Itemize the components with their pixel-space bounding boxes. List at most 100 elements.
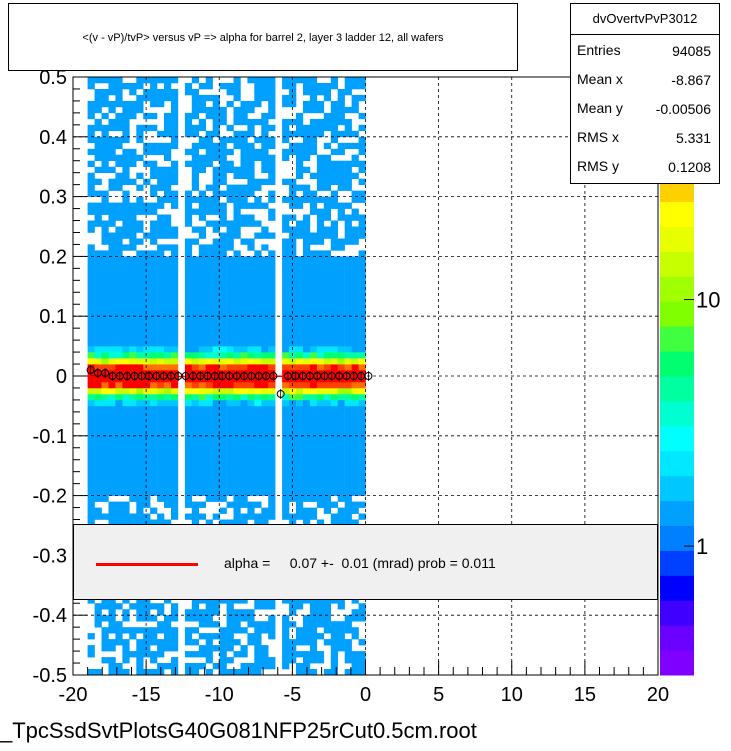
heatmap-cell	[282, 597, 290, 604]
heatmap-cell	[143, 405, 151, 413]
heatmap-cell	[198, 435, 206, 443]
heatmap-cell	[219, 435, 227, 443]
heatmap-cell	[296, 262, 304, 269]
heatmap-cell	[358, 124, 366, 132]
heatmap-cell	[184, 633, 193, 640]
heatmap-cell	[150, 172, 158, 179]
heatmap-cell	[143, 513, 151, 520]
heatmap-cell	[212, 603, 220, 610]
heatmap-cell	[247, 477, 255, 484]
heatmap-cell	[309, 388, 318, 395]
heatmap-cell	[212, 633, 220, 640]
heatmap-cell	[268, 89, 276, 96]
heatmap-cell	[323, 280, 331, 287]
heatmap-cell	[323, 124, 331, 132]
heatmap-cell	[164, 471, 172, 478]
heatmap-cell	[157, 639, 165, 646]
heatmap-cell	[344, 310, 352, 317]
heatmap-cell	[337, 208, 345, 215]
heatmap-cell	[115, 633, 123, 640]
heatmap-cell	[330, 83, 338, 90]
heatmap-cell	[212, 106, 220, 114]
heatmap-cell	[323, 328, 331, 335]
heatmap-cell	[247, 399, 255, 407]
heatmap-cell	[129, 459, 137, 466]
heatmap-cell	[261, 124, 269, 132]
heatmap-cell	[150, 657, 158, 664]
heatmap-cell	[191, 382, 199, 389]
palette-band	[660, 226, 694, 252]
heatmap-cell	[164, 639, 172, 646]
heatmap-cell	[337, 399, 345, 407]
heatmap-cell	[184, 639, 193, 646]
heatmap-cell	[261, 244, 269, 251]
heatmap-cell	[94, 346, 102, 353]
heatmap-cell	[254, 220, 262, 227]
heatmap-cell	[150, 226, 158, 233]
heatmap-cell	[136, 597, 144, 604]
heatmap-cell	[303, 142, 311, 150]
heatmap-cell	[254, 352, 262, 359]
stats-label: Mean x	[577, 71, 623, 87]
fit-curve	[87, 375, 366, 378]
heatmap-cell	[198, 298, 206, 305]
heatmap-cell	[344, 316, 352, 323]
heatmap-cell	[136, 83, 144, 90]
heatmap-cell	[330, 447, 338, 455]
heatmap-cell	[296, 465, 304, 472]
heatmap-cell	[233, 77, 241, 84]
heatmap-cell	[344, 77, 352, 84]
heatmap-cell	[337, 441, 345, 449]
heatmap-cell	[184, 130, 193, 138]
heatmap-cell	[198, 83, 206, 90]
heatmap-cell	[337, 214, 345, 221]
heatmap-cell	[101, 495, 109, 502]
heatmap-cell	[150, 459, 158, 466]
heatmap-cell	[219, 106, 227, 114]
stats-label: Entries	[577, 42, 621, 58]
heatmap-cell	[268, 507, 276, 514]
heatmap-cell	[191, 501, 199, 508]
heatmap-cell	[316, 322, 325, 329]
heatmap-cell	[240, 651, 248, 658]
heatmap-cell	[94, 190, 102, 197]
heatmap-cell	[344, 304, 352, 311]
heatmap-cell	[115, 136, 123, 144]
heatmap-cell	[122, 453, 130, 460]
heatmap-cell	[136, 609, 144, 616]
heatmap-cell	[171, 196, 179, 203]
heatmap-cell	[129, 495, 137, 502]
heatmap-cell	[219, 382, 227, 389]
heatmap-cell	[358, 160, 366, 167]
heatmap-cell	[171, 417, 179, 425]
heatmap-cell	[358, 388, 366, 395]
heatmap-cell	[296, 423, 304, 431]
heatmap-cell	[247, 268, 255, 275]
heatmap-cell	[171, 328, 179, 335]
heatmap-cell	[254, 388, 262, 395]
heatmap-cell	[247, 501, 255, 508]
heatmap-cell	[115, 423, 123, 431]
heatmap-cell	[150, 477, 158, 484]
heatmap-cell	[108, 399, 116, 407]
heatmap-cell	[344, 411, 352, 419]
heatmap-cell	[198, 136, 206, 144]
heatmap-cell	[122, 310, 130, 317]
heatmap-cell	[108, 501, 116, 508]
heatmap-cell	[108, 657, 116, 664]
heatmap-cell	[303, 83, 311, 90]
heatmap-cell	[171, 435, 179, 443]
heatmap-cell	[316, 441, 325, 449]
heatmap-cell	[136, 663, 144, 670]
heatmap-cell	[316, 376, 325, 383]
heatmap-cell	[94, 202, 102, 209]
heatmap-cell	[212, 621, 220, 628]
heatmap-cell	[268, 142, 276, 150]
heatmap-cell	[337, 393, 345, 401]
heatmap-cell	[330, 316, 338, 323]
heatmap-cell	[122, 130, 130, 138]
heatmap-cell	[198, 453, 206, 460]
heatmap-cell	[282, 322, 290, 329]
heatmap-cell	[330, 669, 338, 676]
heatmap-cell	[157, 627, 165, 634]
